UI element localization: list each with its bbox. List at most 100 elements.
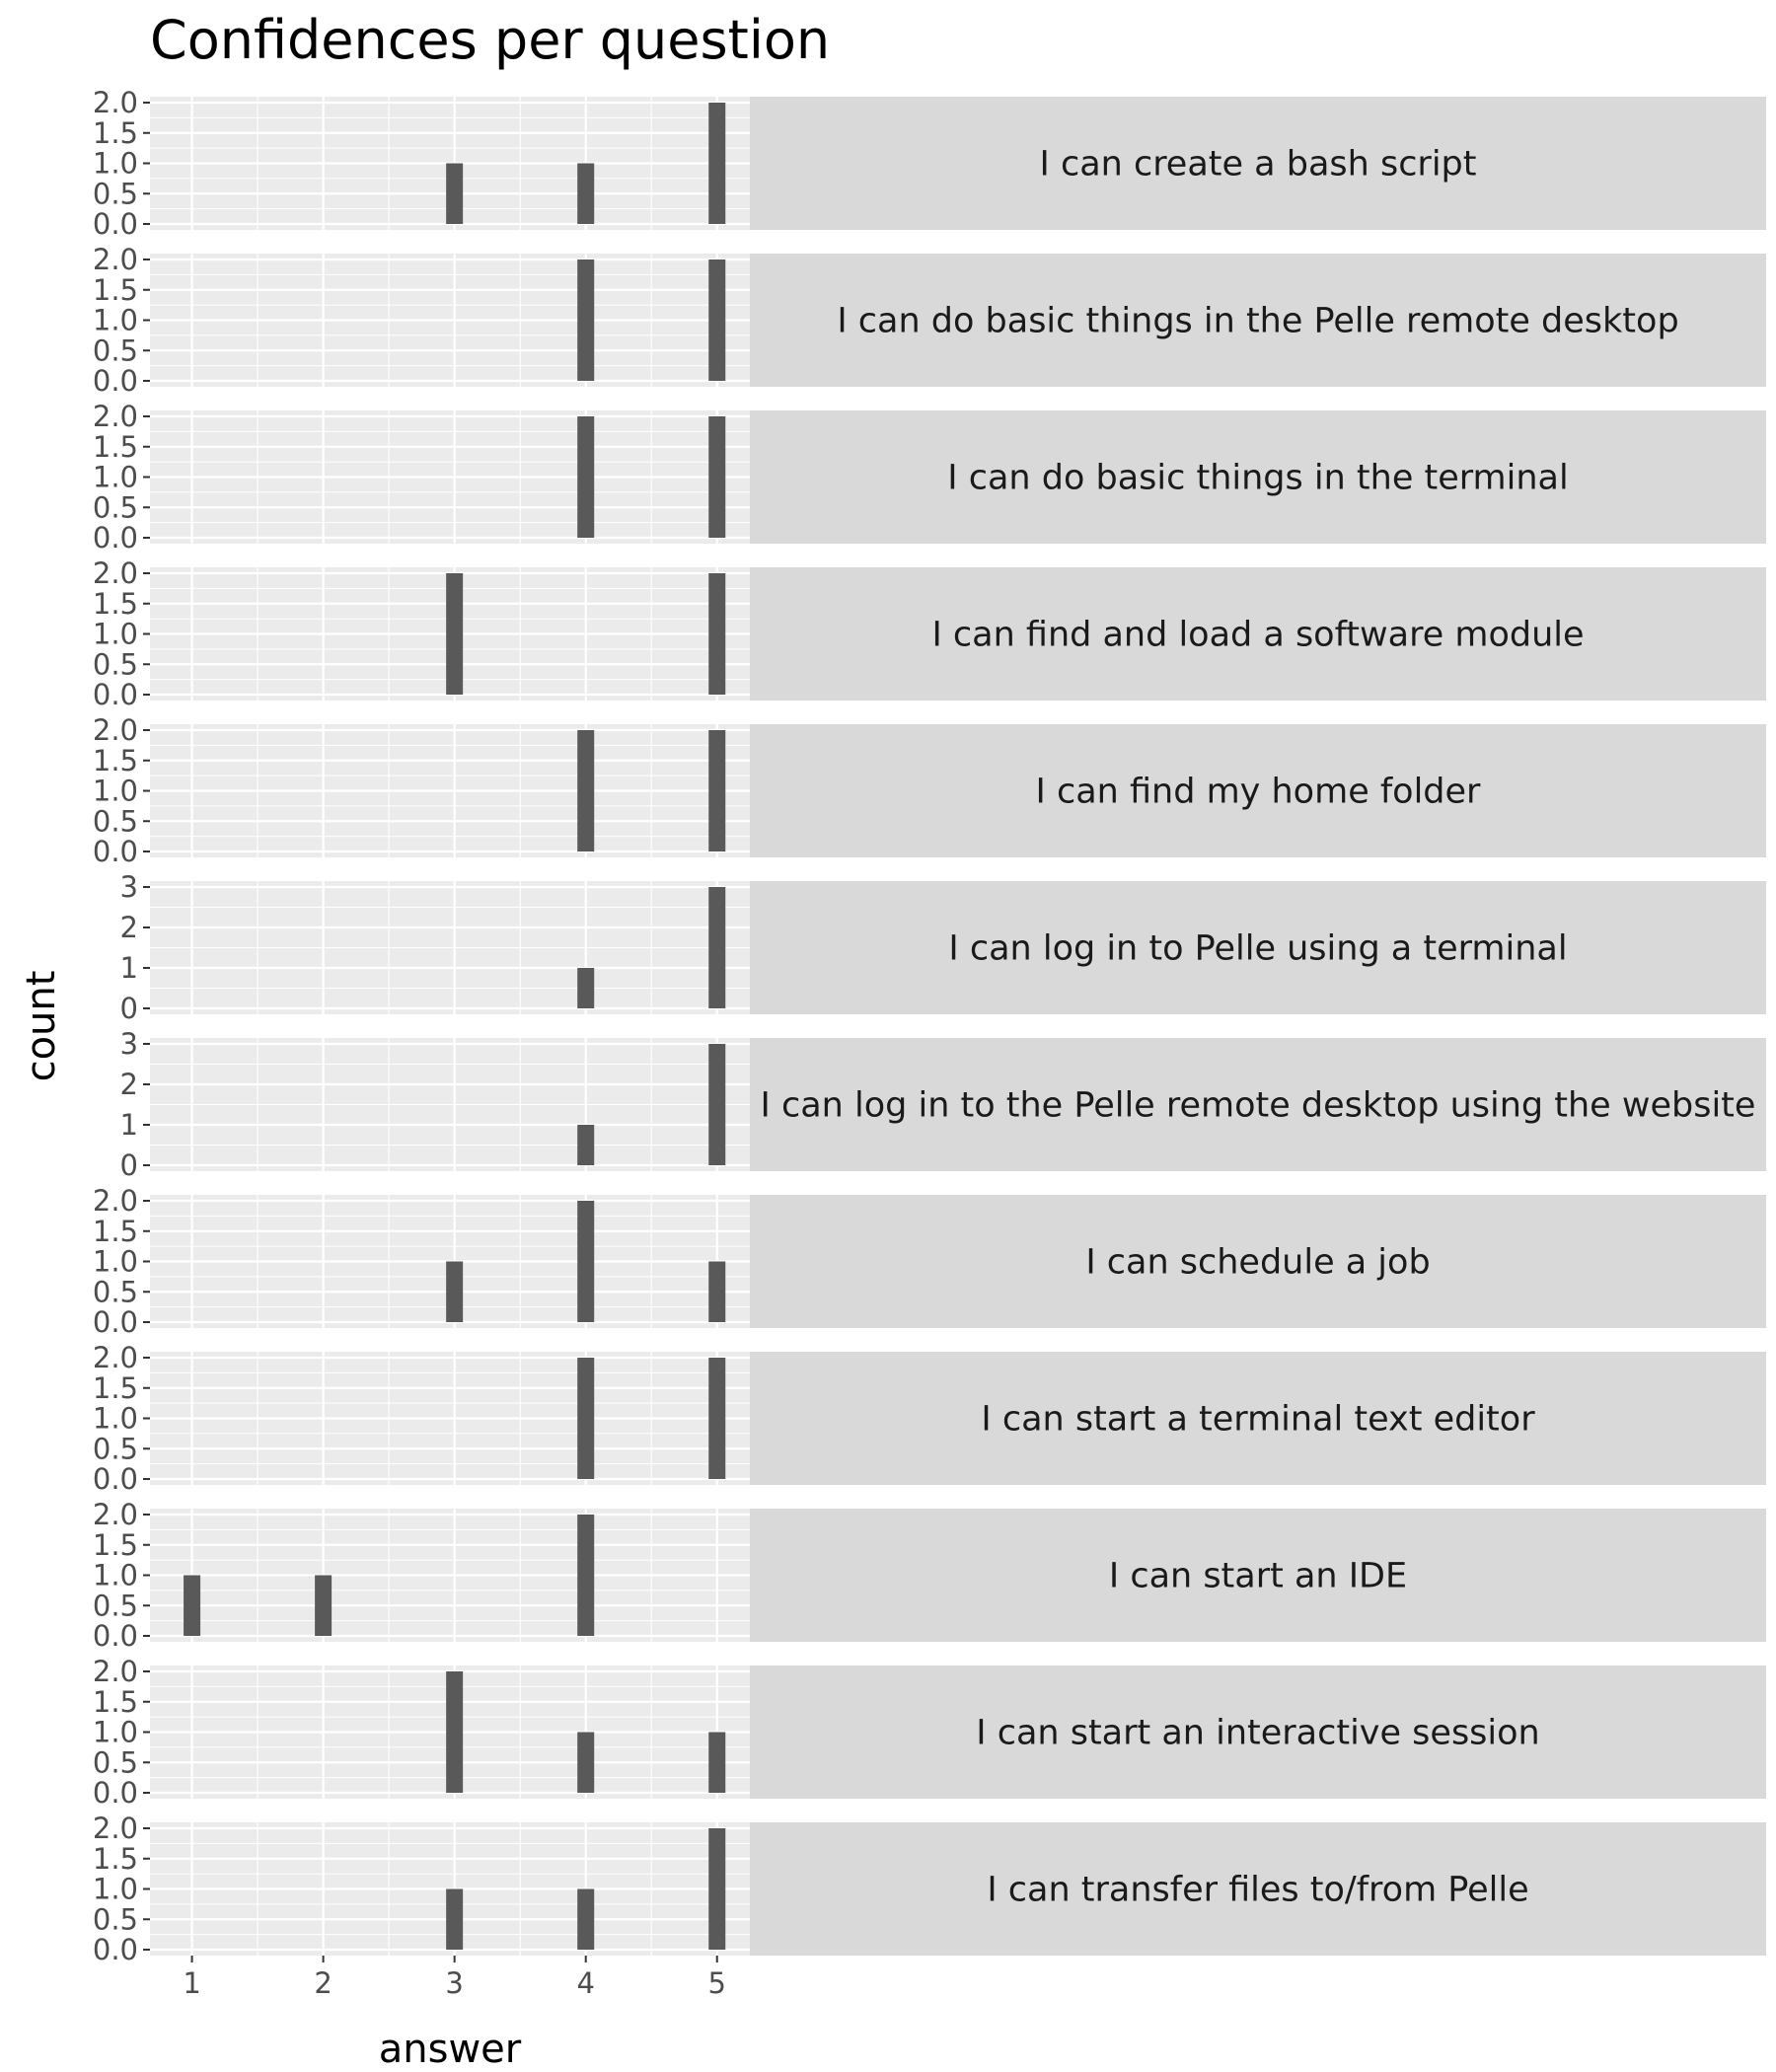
y-tick-label: 1.0 [93,1716,138,1749]
y-tick-label: 1.5 [93,430,138,464]
y-tick-label: 1.5 [93,587,138,621]
facet-7: 0 1 2 3 I can log in to the Pelle remote des… [120,1027,1766,1182]
y-tick-label: 1.0 [93,304,138,337]
y-tick-label: 1 [120,1108,138,1142]
x-tick-label: 5 [708,1966,726,2000]
x-axis: 1 2 3 4 5 [183,1956,726,2000]
facet-strip [750,254,1766,387]
facet-strip-label: I can transfer files to/from Pelle [987,1871,1528,1910]
facet-5: 0.00.51.01.52.0 I can find my home folder [93,713,1766,868]
x-tick-label: 4 [576,1966,594,2000]
y-tick-label: 0.0 [93,521,138,555]
bar [446,1888,464,1950]
y-tick-label: 1.0 [93,147,138,181]
bar [577,259,595,381]
bar [708,1732,726,1793]
facet-strip [750,1195,1766,1328]
y-tick-label: 2.0 [93,1184,138,1218]
y-tick-label: 1.5 [93,273,138,307]
bar [708,259,726,381]
bar [446,163,464,224]
bar [577,1201,595,1322]
bar [446,1261,464,1322]
y-tick-label: 2.0 [93,556,138,590]
y-tick-label: 0.0 [93,1462,138,1496]
x-tick-label: 3 [445,1966,463,2000]
facet-strip [750,881,1766,1014]
facet-panels: 0.00.51.01.52.0I can create a bash scrip… [93,86,1766,1966]
facet-6: 0 1 2 3 I can log in to Pelle using a termin… [120,870,1766,1025]
y-tick-label: 0.5 [93,177,138,210]
bar [708,730,726,851]
y-tick-label: 2.0 [93,243,138,276]
facet-strip [750,97,1766,230]
y-tick-label: 0.5 [93,1902,138,1936]
y-tick-label: 0.0 [93,835,138,868]
facet-strip-label: I can do basic things in the terminal [947,459,1568,498]
y-tick-label: 0.0 [93,1305,138,1339]
y-tick-label: 1.5 [93,1685,138,1719]
y-tick-label: 2.0 [93,86,138,119]
facet-2: 0.00.51.01.52.0 I can do basic things in … [93,243,1766,398]
bar [708,1828,726,1950]
facet-11: 0.00.51.01.52.0 I can start an interactiv… [93,1655,1766,1810]
facet-strip-label: I can start an interactive session [976,1714,1539,1753]
facet-strip [750,1352,1766,1485]
bar [577,730,595,851]
y-tick-label: 0.0 [93,364,138,398]
facet-strip-label: I can find and load a software module [931,616,1584,655]
bar [708,1261,726,1322]
facet-10: 0.00.51.01.52.0 I can start an IDE [93,1498,1766,1653]
bar [577,1515,595,1636]
bar [446,1671,464,1793]
facet-12: 0.00.51.01.52.0 I can transfer files to/f… [93,1812,1766,1966]
facet-strip-label: I can schedule a job [1085,1243,1430,1283]
y-tick-label: 1.5 [93,1371,138,1405]
bar [577,1125,595,1165]
facet-strip-label: I can do basic things in the Pelle remot… [837,302,1678,341]
facet-strip-label: I can start a terminal text editor [981,1400,1535,1440]
bar [708,1044,726,1165]
y-tick-label: 0.5 [93,647,138,681]
facet-8: 0.00.51.01.52.0 I can schedule a job [93,1184,1766,1339]
bar [708,573,726,695]
bar [708,103,726,224]
facet-strip-label: I can log in to Pelle using a terminal [948,929,1567,969]
y-tick-label: 2.0 [93,400,138,433]
bar [577,163,595,224]
y-tick-label: 0.5 [93,1745,138,1779]
y-tick-label: 0.5 [93,1589,138,1622]
y-tick-label: 0.5 [93,804,138,838]
y-tick-label: 3 [120,1027,138,1061]
y-tick-label: 1.0 [93,1559,138,1592]
x-tick-label: 1 [183,1966,200,2000]
y-tick-label: 2.0 [93,713,138,747]
y-tick-label: 1.5 [93,744,138,777]
y-axis-title: count [19,971,64,1082]
facet-strip [750,1665,1766,1799]
y-tick-label: 0 [120,1148,138,1182]
facet-strip [750,724,1766,857]
bar [708,1358,726,1479]
bar [708,416,726,538]
facet-strip [750,1038,1766,1171]
facet-strip-label: I can start an IDE [1109,1557,1407,1596]
y-tick-label: 0.0 [93,1933,138,1966]
facet-strip [750,1822,1766,1956]
y-tick-label: 0.5 [93,490,138,524]
chart-title: Confidences per question [150,9,830,71]
facet-3: 0.00.51.01.52.0 I can do basic things in … [93,400,1766,555]
y-tick-label: 2.0 [93,1655,138,1688]
y-tick-label: 0.5 [93,1432,138,1465]
y-tick-label: 0.0 [93,1619,138,1653]
y-tick-label: 2.0 [93,1498,138,1531]
bar [577,968,595,1008]
x-tick-label: 2 [314,1966,332,2000]
facet-strip [750,1509,1766,1642]
bar [577,1732,595,1793]
y-tick-label: 3 [120,870,138,904]
y-tick-label: 1 [120,951,138,985]
y-tick-label: 2 [120,1068,138,1101]
